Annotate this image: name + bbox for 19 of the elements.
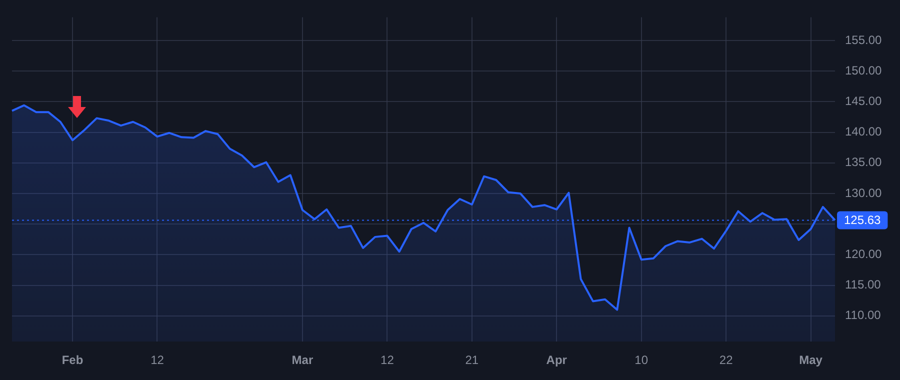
x-tick-label: Mar <box>292 353 314 368</box>
y-tick-label: 140.00 <box>845 124 882 139</box>
y-tick-label: 145.00 <box>845 94 882 108</box>
y-tick-label: 110.00 <box>845 308 882 322</box>
x-tick-label: 12 <box>150 353 164 368</box>
x-tick-label: 22 <box>719 353 734 368</box>
x-tick-label: 21 <box>465 353 479 368</box>
y-tick-label: 155.00 <box>845 32 882 47</box>
x-tick-label: May <box>799 353 823 368</box>
x-tick-label: 12 <box>380 353 394 368</box>
y-tick-label: 130.00 <box>845 186 882 200</box>
y-tick-label: 150.00 <box>845 63 882 78</box>
y-tick-label: 135.00 <box>845 155 882 170</box>
y-tick-label: 115.00 <box>845 278 882 292</box>
x-tick-label: Apr <box>546 353 568 368</box>
ref-line-label: 125.63 <box>844 213 882 228</box>
x-tick-label: Feb <box>62 353 84 368</box>
x-tick-label: 10 <box>634 353 648 368</box>
y-tick-label: 120.00 <box>845 247 882 261</box>
